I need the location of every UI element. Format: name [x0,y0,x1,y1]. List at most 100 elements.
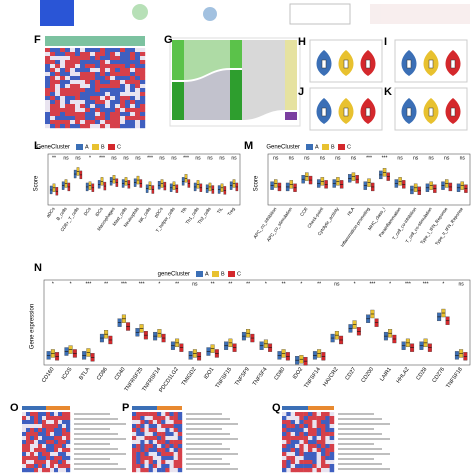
heatmap-cell [115,80,121,85]
heatmap-cell [299,436,304,441]
heatmap-cell [105,92,111,97]
heatmap-cell [140,96,146,101]
heatmap-cell [90,120,96,125]
heatmap-cell [65,76,71,81]
heatmap-cell [303,464,309,469]
heatmap-cell [70,84,76,89]
heatmap-cell [157,412,162,417]
heatmap-cell [115,60,121,65]
significance: ns [159,155,165,161]
heatmap-cell [140,100,146,105]
heatmap-cell [50,56,56,61]
heatmap-cell [30,468,35,473]
heatmap-cell [130,88,136,93]
heatmap-cell [161,444,166,449]
heatmap-cell [140,428,145,433]
legend-swatch [92,144,99,150]
heatmap-cell [110,112,116,117]
heatmap-cell [148,420,154,425]
heatmap-cell [45,96,51,101]
heatmap-cell [65,48,71,53]
heatmap-cell [295,428,300,433]
heatmap-cell [34,452,39,457]
heatmap-cell [165,464,170,469]
heatmap-cell [130,120,136,125]
heatmap-cell [55,64,61,69]
heatmap-cell [85,84,91,89]
heatmap-cell [329,428,335,433]
significance: ns [397,155,403,161]
heatmap-cell [136,416,141,421]
heatmap-cell [316,428,322,433]
heatmap-cell [130,76,136,81]
heatmap-cell [70,64,76,69]
heatmap-cell [125,76,131,81]
x-tick-label: Tfh [180,206,188,215]
heatmap-cell [299,424,304,429]
heatmap-cell [80,108,86,113]
heatmap-cell [299,428,304,433]
heatmap-cell [75,120,81,125]
heatmap-cell [85,96,91,101]
heatmap-cell [38,428,43,433]
heatmap-cell [60,120,66,125]
significance: * [70,281,72,287]
heatmap-cell [135,88,141,93]
heatmap-cell [316,468,322,473]
heatmap-cell [42,460,47,465]
heatmap-cell [105,104,111,109]
heatmap-cell [120,120,126,125]
heatmap-cell [157,420,162,425]
heatmap-cell [62,428,67,433]
significance: ns [111,155,117,161]
significance: ns [320,155,326,161]
heatmap-cell [66,464,71,469]
significance: ns [135,155,141,161]
heatmap-cell [110,48,116,53]
heatmap-cell [42,440,47,445]
heatmap-cell [34,416,39,421]
heatmap-cell [50,104,56,109]
heatmap-cell [62,468,67,473]
heatmap-cell [100,84,106,89]
heatmap-cell [54,460,59,465]
heatmap-cell [42,412,47,417]
heatmap-cell [115,84,121,89]
heatmap-cell [100,80,106,85]
heatmap-cell [26,412,31,417]
heatmap-cell [42,416,47,421]
heatmap-cell [95,68,101,73]
heatmap-cell [286,448,291,453]
heatmap-cell [161,440,166,445]
heatmap-cell [26,432,31,437]
heatmap-cell [290,456,296,461]
heatmap-cell [125,100,131,105]
heatmap-cell [54,456,59,461]
heatmap-cell [329,448,335,453]
heatmap-cell [130,56,136,61]
heatmap-cell [100,76,106,81]
heatmap-cell [30,452,35,457]
heatmap-cell [303,432,309,437]
heatmap-cell [22,452,27,457]
heatmap-cell [161,456,166,461]
heatmap-cell [177,452,183,457]
heatmap-cell [45,68,51,73]
y-axis-label: Score [254,175,260,191]
heatmap-cell [321,444,326,449]
heatmap-cell [120,116,126,121]
heatmap-cell [140,116,146,121]
heatmap-cell [70,48,76,53]
heatmap-cell [169,424,174,429]
heatmap-cell [55,48,61,53]
heatmap-cell [135,48,141,53]
heatmap-cell [325,420,330,425]
heatmap-cell [100,104,106,109]
heatmap-cell [125,52,131,57]
heatmap-cell [135,100,141,105]
violin-box [406,59,412,69]
heatmap-cell [90,48,96,53]
heatmap-cell [26,436,31,441]
heatmap-cell [286,420,291,425]
heatmap-cell [85,72,91,77]
